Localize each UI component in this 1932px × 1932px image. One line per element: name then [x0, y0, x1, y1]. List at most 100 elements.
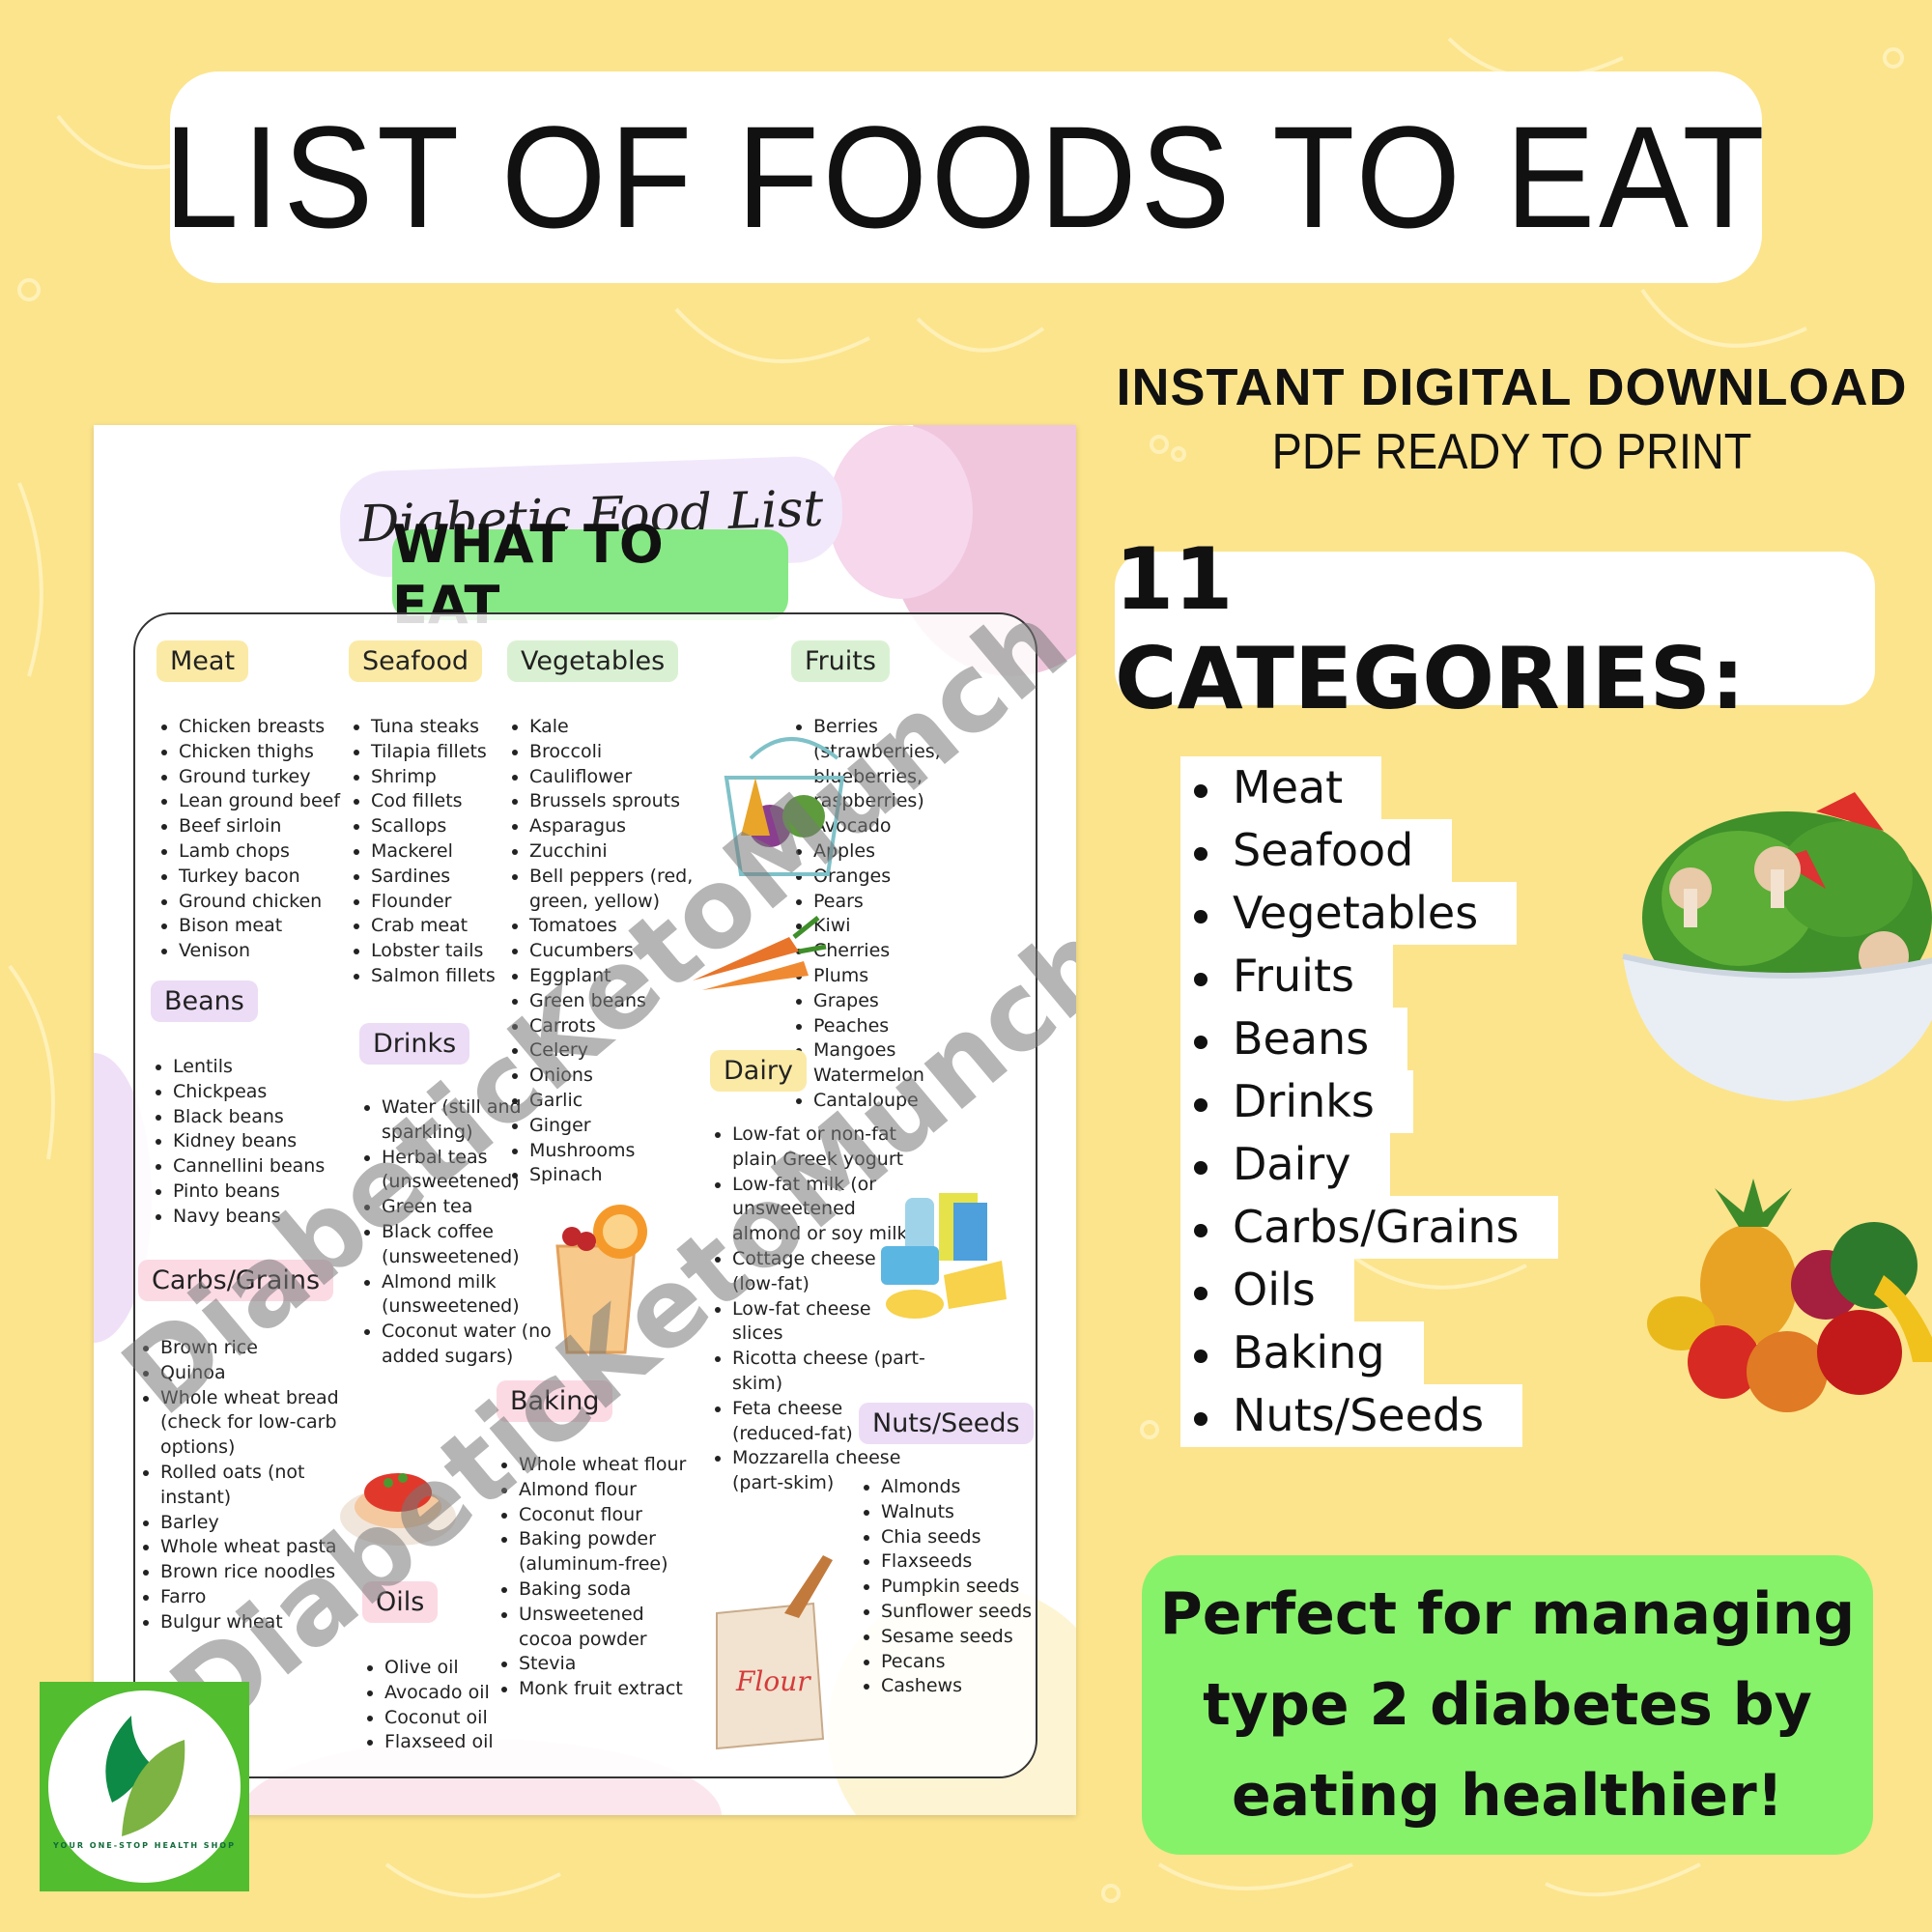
food-item: Stevia [519, 1652, 688, 1677]
food-item: Shrimp [371, 765, 535, 790]
decorative-blob [828, 425, 973, 599]
iced-drink-illustration [555, 1205, 647, 1354]
food-list: Low-fat or non-fat plain Greek yogurtLow… [710, 1122, 925, 1496]
food-item: Monk fruit extract [519, 1677, 688, 1702]
category-list-item: Seafood [1180, 819, 1558, 882]
food-list: Olive oilAvocado oilCoconut oilFlaxseed … [362, 1656, 529, 1755]
food-item: Mangoes [813, 1038, 958, 1064]
category-label: Beans [1233, 1012, 1370, 1065]
section-header: Nuts/Seeds [859, 1403, 1034, 1444]
food-item: Brown rice [160, 1336, 339, 1361]
food-item: Black beans [173, 1105, 337, 1130]
food-item: Sardines [371, 865, 535, 890]
flour-bag-label: Flour [735, 1665, 811, 1697]
food-item: Cantaloupe [813, 1089, 958, 1114]
food-item: Flaxseeds [881, 1549, 1036, 1575]
category-label-box: Beans [1180, 1008, 1408, 1070]
category-label: Drinks [1233, 1075, 1375, 1127]
section-header: Baking [497, 1380, 613, 1422]
food-item: Almond milk (unsweetened) [382, 1270, 555, 1321]
food-item: Baking soda [519, 1577, 688, 1603]
category-label: Oils [1233, 1264, 1316, 1316]
category-label-box: Drinks [1180, 1070, 1413, 1133]
food-item: Salmon fillets [371, 964, 535, 989]
food-list: Brown riceQuinoaWhole wheat bread (check… [138, 1336, 339, 1635]
food-item: Flaxseed oil [384, 1730, 529, 1755]
bullet-icon [1194, 1035, 1208, 1049]
food-item: Oranges [813, 865, 958, 890]
food-item: Farro [160, 1585, 339, 1610]
category-list-item: Drinks [1180, 1070, 1558, 1133]
category-label-box: Oils [1180, 1259, 1354, 1321]
food-item: Mushrooms [529, 1139, 713, 1164]
section-header: Meat [156, 640, 249, 682]
food-list: Water (still and sparkling)Herbal teas (… [359, 1095, 555, 1370]
food-item: Almonds [881, 1475, 1036, 1500]
food-item: Lean ground beef [179, 789, 355, 814]
food-item: Almond flour [519, 1478, 688, 1503]
food-item: Broccoli [529, 740, 713, 765]
food-item: Olive oil [384, 1656, 529, 1681]
food-list: Tuna steaksTilapia filletsShrimpCod fill… [349, 715, 535, 989]
section-header: Drinks [359, 1023, 470, 1065]
category-list: Meat Seafood Vegetables Fruits Beans Drinks Da… [1180, 756, 1558, 1447]
food-item: Mozzarella cheese (part-skim) [732, 1446, 925, 1496]
category-label: Seafood [1233, 824, 1414, 876]
food-item: Ginger [529, 1114, 713, 1139]
page-title: LIST OF FOODS TO EAT [163, 96, 1769, 258]
food-item: Chickpeas [173, 1080, 337, 1105]
food-item: Unsweetened cocoa powder [519, 1603, 688, 1653]
category-label-box: Nuts/Seeds [1180, 1384, 1523, 1447]
category-label-box: Baking [1180, 1321, 1424, 1384]
category-label-box: Fruits [1180, 945, 1393, 1008]
food-item: Grapes [813, 989, 958, 1014]
food-item: Garlic [529, 1089, 713, 1114]
category-list-item: Fruits [1180, 945, 1558, 1008]
food-item: Low-fat milk (or unsweetened almond or s… [732, 1173, 925, 1247]
section-header: Beans [151, 980, 258, 1022]
food-item: Quinoa [160, 1361, 339, 1386]
category-list-item: Vegetables [1180, 882, 1558, 945]
bullet-icon [1194, 1160, 1208, 1175]
food-list-document-preview: Diabetic Food List WHAT TO EAT MeatChick… [94, 425, 1076, 1815]
leaf-icon [105, 1716, 185, 1836]
fruit-pile-illustration [1647, 1179, 1932, 1412]
food-item: Brussels sprouts [529, 789, 713, 814]
category-list-item: Meat [1180, 756, 1558, 819]
food-item: Bulgur wheat [160, 1610, 339, 1635]
food-item: Navy beans [173, 1205, 337, 1230]
bullet-icon [1194, 846, 1208, 861]
category-label-box: Seafood [1180, 819, 1453, 882]
food-item: Ground chicken [179, 890, 355, 915]
category-label: Meat [1233, 761, 1344, 813]
category-list-item: Baking [1180, 1321, 1558, 1384]
section-header: Carbs/Grains [138, 1260, 334, 1301]
category-label: Baking [1233, 1326, 1385, 1378]
food-item: Pears [813, 890, 958, 915]
food-item: Cucumbers [529, 939, 713, 964]
categories-heading-box: 11 CATEGORIES: [1115, 529, 1875, 728]
logo-tagline: YOUR ONE-STOP HEALTH SHOP [53, 1841, 236, 1850]
section-header: Oils [362, 1581, 439, 1623]
food-item: Flounder [371, 890, 535, 915]
bullet-icon [1194, 1223, 1208, 1237]
food-item: Water (still and sparkling) [382, 1095, 555, 1146]
food-item: Feta cheese (reduced-fat) [732, 1397, 925, 1447]
food-list: Whole wheat flourAlmond flourCoconut flo… [497, 1453, 688, 1702]
category-list-item: Beans [1180, 1008, 1558, 1070]
food-item: Lentils [173, 1055, 337, 1080]
food-item: Brown rice noodles [160, 1560, 339, 1585]
food-item: Coconut water (no added sugars) [382, 1320, 555, 1370]
category-list-item: Nuts/Seeds [1180, 1384, 1558, 1447]
food-item: Ground turkey [179, 765, 355, 790]
bullet-icon [1194, 1349, 1208, 1363]
carrot-illustration [693, 916, 827, 990]
category-label: Dairy [1233, 1138, 1351, 1190]
food-item: Beef sirloin [179, 814, 355, 839]
food-list: LentilsChickpeasBlack beansKidney beansC… [151, 1055, 337, 1230]
food-item: Coconut oil [384, 1706, 529, 1731]
food-item: Black coffee (unsweetened) [382, 1220, 555, 1270]
category-label-box: Dairy [1180, 1133, 1390, 1196]
pdf-ready-label: PDF READY TO PRINT [1271, 424, 1752, 480]
food-list: Berries (strawberries, blueberries, rasp… [791, 715, 958, 1114]
